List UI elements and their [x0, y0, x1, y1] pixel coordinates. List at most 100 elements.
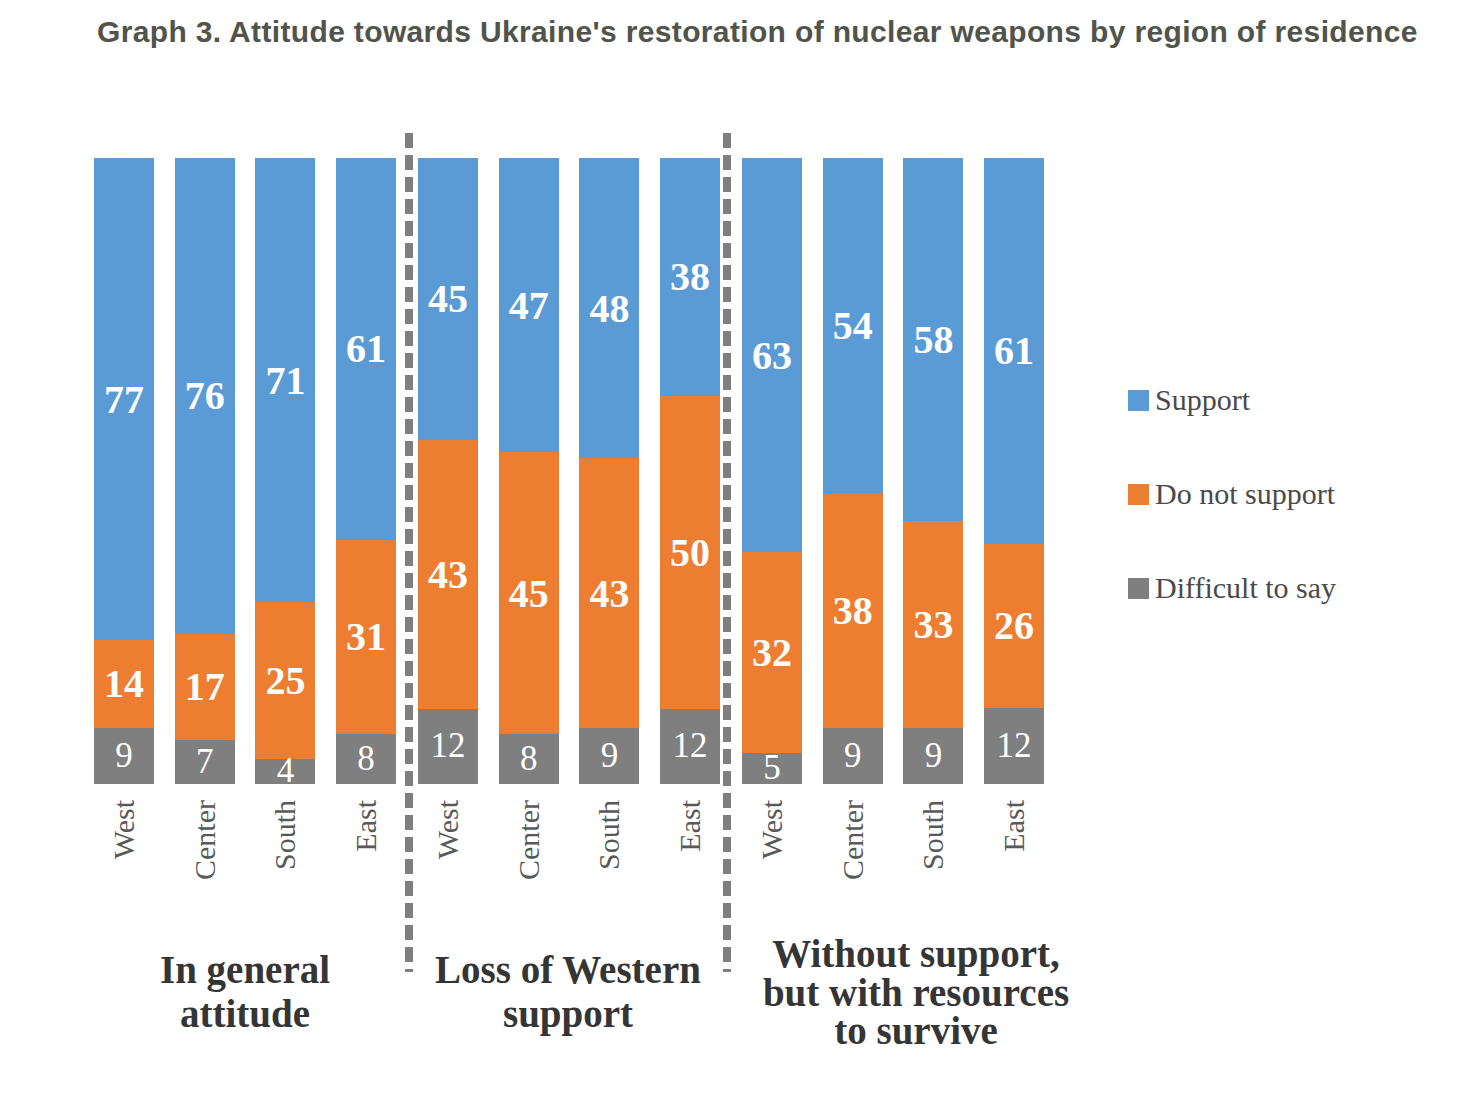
bar-without-support-but-with-resources-to-survive-south: 58 33 9 — [903, 158, 963, 784]
value-label: 76 — [185, 372, 225, 419]
segment-do-not-support: 33 — [903, 521, 963, 728]
category-label-west: West — [430, 800, 466, 859]
value-label: 14 — [104, 660, 144, 707]
bar-in-general-attitude-west: 77 14 9 — [94, 158, 154, 784]
segment-difficult-to-say: 8 — [499, 734, 559, 784]
segment-do-not-support: 17 — [175, 634, 235, 740]
segment-do-not-support: 43 — [579, 458, 639, 727]
segment-do-not-support: 25 — [255, 602, 315, 759]
category-label-east: East — [996, 800, 1032, 852]
group-caption-in-general-attitude: In generalattitude — [160, 948, 330, 1036]
value-label: 48 — [589, 285, 629, 332]
bar-loss-of-western-support-east: 38 50 12 — [660, 158, 720, 784]
segment-support: 63 — [742, 158, 802, 552]
category-label-south: South — [267, 800, 303, 870]
bar-without-support-but-with-resources-to-survive-west: 63325 — [742, 158, 802, 784]
value-label: 12 — [431, 726, 466, 766]
segment-difficult-to-say: 4 — [255, 759, 315, 784]
legend-item-support: Support — [1128, 382, 1336, 418]
value-label: 38 — [833, 587, 873, 634]
segment-do-not-support: 43 — [418, 440, 478, 709]
segment-do-not-support: 26 — [984, 544, 1044, 708]
legend-label-do-not-support: Do not support — [1155, 476, 1335, 512]
legend: Support Do not support Difficult to say — [1128, 382, 1336, 664]
value-label: 26 — [994, 602, 1034, 649]
legend-swatch-difficult-to-say-icon — [1128, 578, 1149, 599]
category-label-east: East — [672, 800, 708, 852]
value-label: 71 — [265, 357, 305, 404]
segment-do-not-support: 38 — [823, 493, 883, 729]
segment-do-not-support: 32 — [742, 552, 802, 752]
segment-support: 47 — [499, 158, 559, 452]
value-label: 43 — [428, 551, 468, 598]
value-label: 12 — [673, 726, 708, 766]
legend-swatch-do-not-support-icon — [1128, 484, 1149, 505]
chart-title: Graph 3. Attitude towards Ukraine's rest… — [97, 15, 1418, 49]
segment-difficult-to-say: 9 — [94, 728, 154, 784]
value-label: 32 — [752, 629, 792, 676]
category-label-center: Center — [187, 800, 223, 880]
segment-support: 38 — [660, 158, 720, 396]
value-label: 7 — [196, 742, 214, 782]
value-label: 58 — [913, 316, 953, 363]
segment-support: 45 — [418, 158, 478, 440]
bar-loss-of-western-support-west: 45 43 12 — [418, 158, 478, 784]
legend-item-difficult-to-say: Difficult to say — [1128, 570, 1336, 606]
segment-support: 71 — [255, 158, 315, 602]
legend-item-do-not-support: Do not support — [1128, 476, 1336, 512]
value-label: 9 — [115, 736, 133, 776]
value-label: 54 — [833, 302, 873, 349]
bar-in-general-attitude-east: 6131 8 — [336, 158, 396, 784]
group-caption-loss-of-western-support: Loss of Westernsupport — [435, 948, 701, 1036]
segment-difficult-to-say: 9 — [579, 728, 639, 784]
value-label: 9 — [844, 736, 862, 776]
segment-support: 54 — [823, 158, 883, 493]
value-label: 4 — [277, 751, 295, 791]
group-divider-dashed-line — [723, 133, 731, 972]
value-label: 9 — [601, 736, 619, 776]
segment-difficult-to-say: 7 — [175, 740, 235, 784]
value-label: 8 — [520, 739, 538, 779]
value-label: 43 — [589, 570, 629, 617]
value-label: 25 — [265, 657, 305, 704]
segment-do-not-support: 31 — [336, 540, 396, 734]
value-label: 8 — [357, 739, 375, 779]
bar-without-support-but-with-resources-to-survive-east: 61 26 12 — [984, 158, 1044, 784]
value-label: 45 — [509, 570, 549, 617]
category-label-south: South — [591, 800, 627, 870]
group-caption-without-support-but-with-resources-to-survive: Without support,but with resourcesto sur… — [763, 935, 1069, 1051]
value-label: 12 — [997, 726, 1032, 766]
value-label: 77 — [104, 376, 144, 423]
bar-in-general-attitude-south: 71 25 4 — [255, 158, 315, 784]
legend-label-support: Support — [1155, 382, 1250, 418]
segment-difficult-to-say: 12 — [418, 709, 478, 784]
bar-loss-of-western-support-south: 48 43 9 — [579, 158, 639, 784]
value-label: 63 — [752, 332, 792, 379]
value-label: 50 — [670, 529, 710, 576]
segment-support: 58 — [903, 158, 963, 521]
bar-in-general-attitude-center: 76 177 — [175, 158, 235, 784]
value-label: 38 — [670, 253, 710, 300]
value-label: 45 — [428, 275, 468, 322]
category-label-center: Center — [511, 800, 547, 880]
segment-support: 77 — [94, 158, 154, 640]
segment-difficult-to-say: 9 — [823, 728, 883, 784]
segment-support: 48 — [579, 158, 639, 458]
category-label-west: West — [106, 800, 142, 859]
category-label-west: West — [754, 800, 790, 859]
legend-swatch-support-icon — [1128, 390, 1149, 411]
bar-without-support-but-with-resources-to-survive-center: 54 38 9 — [823, 158, 883, 784]
category-label-center: Center — [835, 800, 871, 880]
segment-do-not-support: 50 — [660, 396, 720, 709]
segment-difficult-to-say: 9 — [903, 728, 963, 784]
segment-support: 61 — [336, 158, 396, 540]
value-label: 61 — [994, 327, 1034, 374]
category-label-south: South — [915, 800, 951, 870]
value-label: 9 — [925, 736, 943, 776]
category-label-east: East — [348, 800, 384, 852]
segment-difficult-to-say: 12 — [984, 708, 1044, 784]
segment-support: 76 — [175, 158, 235, 634]
value-label: 33 — [913, 601, 953, 648]
value-label: 5 — [763, 748, 781, 788]
bar-loss-of-western-support-center: 47 45 8 — [499, 158, 559, 784]
